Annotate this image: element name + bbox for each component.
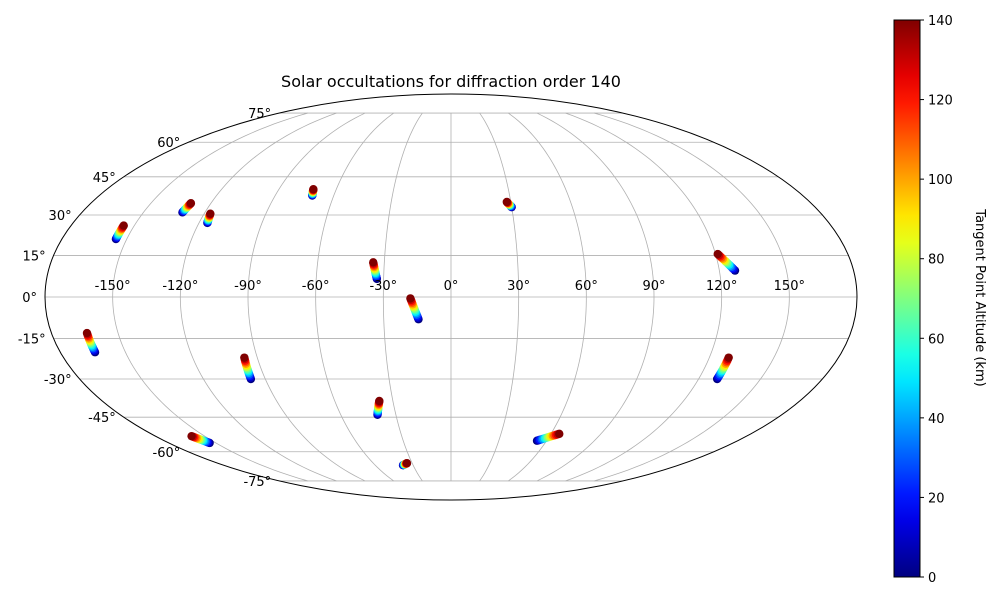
map-boundary [44, 93, 858, 501]
track-point [402, 459, 412, 468]
longitude-tick-label: -120° [162, 279, 198, 294]
colorbar-tick-label: 0 [928, 571, 936, 586]
colorbar-tick-label: 20 [928, 491, 945, 506]
longitude-tick-label: -150° [95, 279, 131, 294]
chart-title: Solar occultations for diffraction order… [281, 72, 621, 91]
colorbar-ticks: 0 20 40 60 80 100 120 140 [920, 14, 953, 586]
colorbar-gradient [893, 19, 921, 578]
colorbar-tick-label: 40 [928, 412, 945, 427]
occultation-track [82, 328, 100, 357]
meridian-line [179, 112, 337, 482]
occultation-tracks [82, 185, 740, 470]
longitude-tick-label: -60° [302, 279, 330, 294]
track-point [406, 294, 415, 303]
occultation-track [308, 185, 318, 200]
track-point [186, 199, 196, 208]
occultation-track [502, 197, 516, 212]
colorbar-tick-label: 140 [928, 14, 953, 29]
axis-tick-labels: -150° -120° -90° -60° -30° 0° 30° 60° 90° 120° 150… [18, 107, 805, 490]
occultation-track [178, 199, 196, 217]
colorbar: 0 20 40 60 80 100 120 140 Tangent Point Altitud… [893, 14, 987, 586]
latitude-tick-label: 30° [49, 209, 72, 224]
track-point [369, 258, 378, 267]
meridian-line [565, 112, 723, 482]
occultation-track [240, 353, 256, 384]
latitude-tick-label: 15° [23, 249, 46, 264]
track-point [119, 221, 128, 230]
longitude-tick-label: 30° [507, 279, 530, 294]
colorbar-tick-label: 80 [928, 253, 945, 268]
occultation-track [187, 431, 214, 448]
latitude-tick-label: 0° [22, 291, 37, 306]
track-point [713, 249, 722, 259]
colorbar-tick-label: 60 [928, 332, 945, 347]
track-point [724, 353, 733, 362]
meridian-line [382, 112, 423, 482]
colorbar-tick-label: 100 [928, 173, 953, 188]
occultation-track [373, 396, 384, 419]
latitude-tick-label: 75° [248, 107, 271, 122]
track-point [502, 197, 512, 207]
longitude-tick-label: 0° [444, 279, 459, 294]
track-point [206, 209, 215, 218]
longitude-tick-label: -90° [234, 279, 262, 294]
occultation-track [398, 459, 412, 470]
meridian-line [112, 112, 308, 482]
longitude-tick-label: 90° [642, 279, 665, 294]
latitude-tick-label: 45° [93, 171, 116, 186]
occultation-track [712, 353, 733, 384]
occultation-track [713, 249, 740, 275]
latitude-tick-label: -30° [44, 373, 72, 388]
latitude-tick-label: -45° [88, 411, 116, 426]
track-point [375, 396, 384, 406]
track-point [187, 431, 196, 441]
meridian-line [315, 112, 394, 482]
track-point [240, 353, 249, 362]
longitude-tick-label: -30° [369, 279, 397, 294]
longitude-tick-label: 120° [706, 279, 737, 294]
occultation-track [532, 429, 564, 445]
longitude-tick-label: 60° [575, 279, 598, 294]
latitude-tick-label: -60° [153, 446, 181, 461]
latitude-tick-label: -15° [18, 333, 46, 348]
meridian-line [536, 112, 655, 482]
occultation-track [203, 209, 215, 228]
occultation-track [111, 221, 128, 244]
longitude-tick-label: 150° [774, 279, 805, 294]
occultation-track [369, 258, 382, 284]
meridian-line [247, 112, 366, 482]
meridian-line [479, 112, 520, 482]
latitude-tick-label: -75° [243, 475, 271, 490]
track-point [555, 429, 564, 439]
colorbar-tick-label: 120 [928, 94, 953, 109]
meridian-line [508, 112, 587, 482]
occultation-track [406, 294, 423, 324]
track-point [82, 328, 92, 338]
latitude-tick-label: 60° [157, 136, 180, 151]
colorbar-label: Tangent Point Altitude (km) [972, 208, 987, 386]
meridian-line [594, 112, 790, 482]
track-point [309, 185, 318, 194]
graticule [45, 112, 857, 482]
